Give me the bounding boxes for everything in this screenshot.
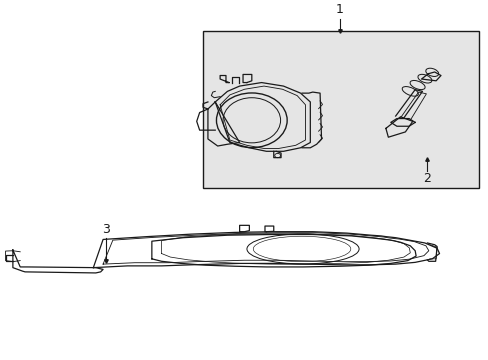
- Text: 1: 1: [335, 3, 343, 15]
- Text: 3: 3: [102, 223, 109, 236]
- Text: 2: 2: [423, 172, 430, 185]
- Bar: [203, 31, 478, 188]
